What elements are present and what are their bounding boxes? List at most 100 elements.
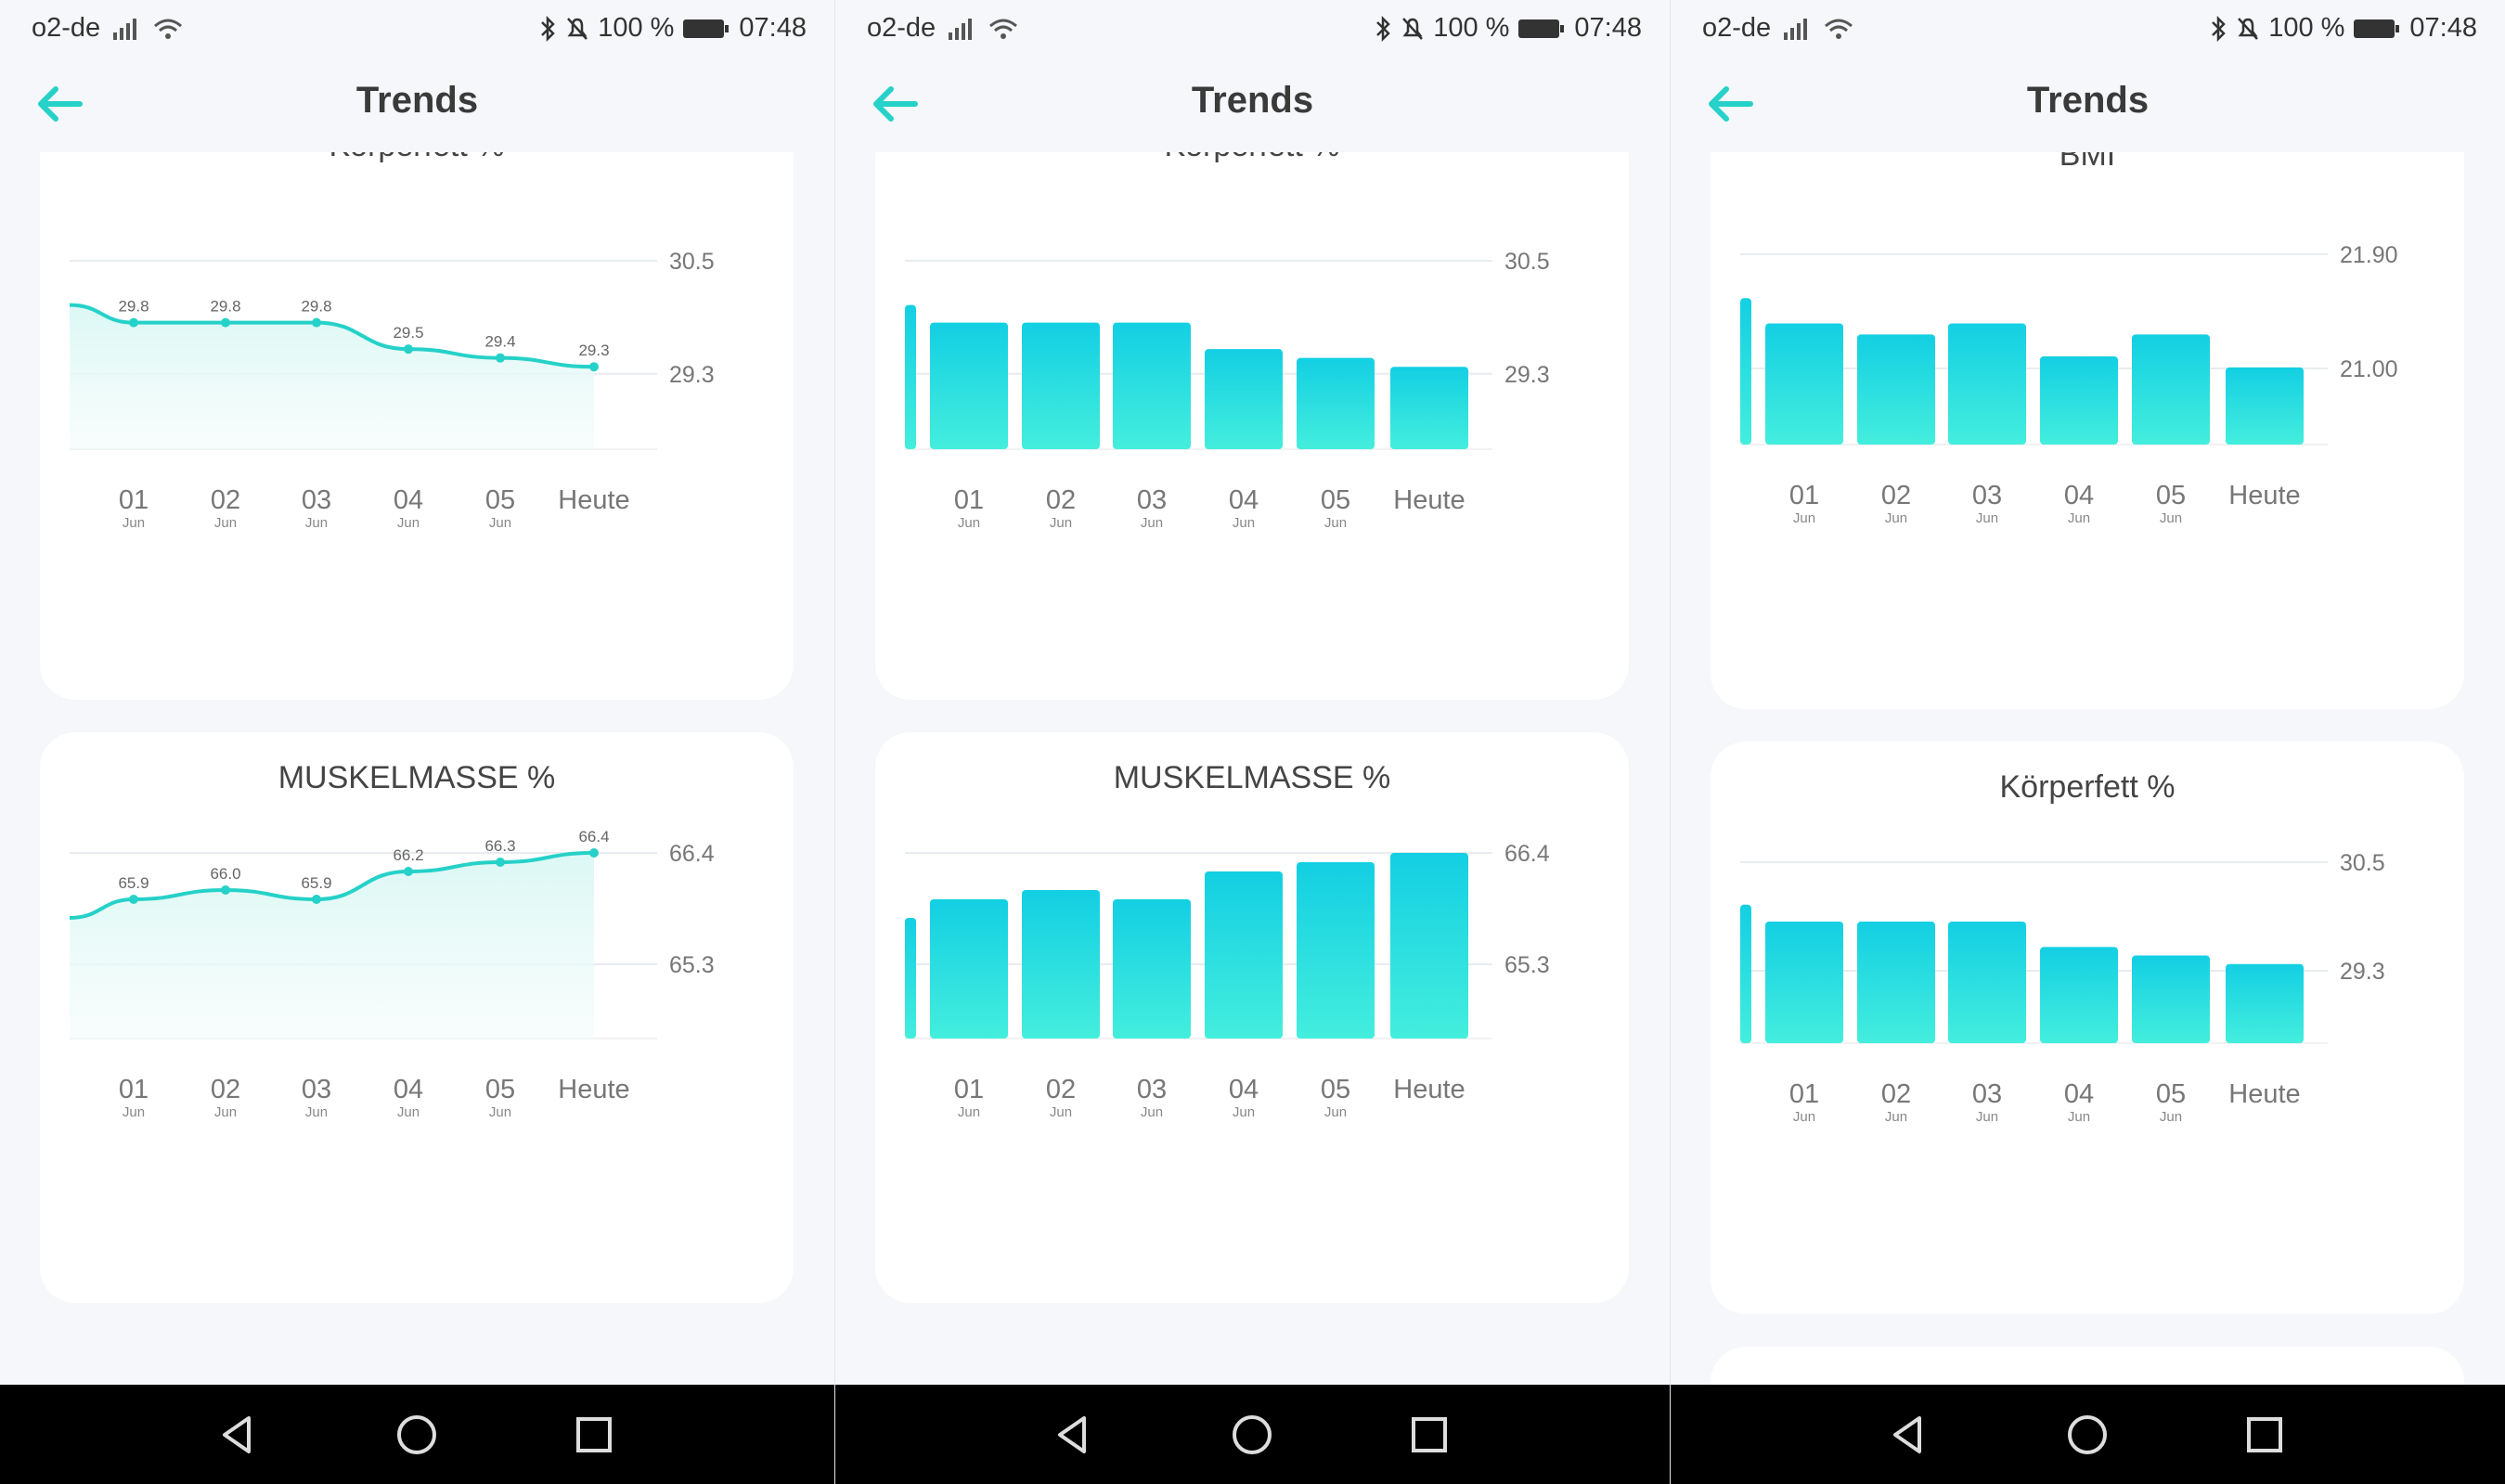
clock: 07:48 [2409,13,2477,43]
x-tick-sublabel: Jun [958,1104,980,1120]
trend-card[interactable] [1711,1347,2464,1385]
bar [1948,323,2026,445]
trends-list[interactable]: Körperfett % 30.529.301Jun02Jun03Jun04Ju… [835,152,1670,1385]
y-tick-label: 65.3 [669,952,715,978]
status-bar: o2-de 100 % 07:48 [835,0,1670,56]
bar [1113,322,1191,449]
triangle-back-icon[interactable] [1884,1411,1932,1459]
card-title: Körperfett % [1999,769,2176,805]
x-tick-sublabel: Jun [1233,1104,1255,1120]
x-tick-sublabel: Jun [397,515,420,531]
bar [1297,357,1375,449]
trends-list[interactable]: Körperfett % 30.529.301Jun02Jun03Jun04Ju… [0,152,834,1385]
data-label: 65.9 [301,874,331,892]
x-tick-label: Heute [558,485,629,515]
trend-card[interactable]: MUSKELMASSE % 66.4 65.3 01 Jun 02 Jun 03 Jun 04 J… [40,732,794,1303]
x-tick-sublabel: Jun [2068,510,2090,526]
bar-partial [1740,904,1751,1043]
muscle-line-chart: 66.465.301Jun02Jun03Jun04Jun05JunHeute65… [69,828,715,1120]
x-tick-sublabel: Jun [123,1104,145,1120]
square-recents-icon[interactable] [1405,1411,1453,1459]
signal-icon [1784,18,1808,40]
arrow-left-icon[interactable] [869,76,924,132]
phone-screen-left: o2-de 100 % 07:48 Trends Körperfett % 30… [0,0,834,1484]
bell-muted-icon [1402,17,1424,40]
x-tick-label: 02 [1881,481,1911,510]
data-label: 66.4 [578,828,609,845]
triangle-back-icon[interactable] [1049,1411,1097,1459]
app-header: Trends [835,56,1670,152]
bar [1113,899,1191,1039]
data-label: 65.9 [118,874,148,892]
trends-list[interactable]: BMI 21.90 21.00 01 Jun 02 Jun 03 Jun 04 Jun 05 Jun H… [1671,152,2505,1385]
arrow-left-icon[interactable] [1704,76,1760,132]
y-tick-label: 29.3 [2340,959,2385,985]
x-tick-label: 04 [1229,1075,1259,1104]
card-title: Körperfett % [875,152,1629,164]
x-tick-label: 05 [1321,1075,1350,1104]
arrow-left-icon[interactable] [33,76,89,132]
x-tick-label: 02 [1881,1079,1911,1109]
x-tick-label: 01 [1789,1079,1819,1109]
data-point [129,317,138,328]
status-bar: o2-de 100 % 07:48 [0,0,834,56]
x-tick-label: 05 [485,1075,515,1104]
bar [2132,334,2210,445]
bar [1948,921,2026,1043]
wifi-icon [154,19,183,39]
x-tick-sublabel: Jun [1233,515,1255,531]
data-point [589,362,599,372]
bar [2226,963,2304,1043]
bar [1765,323,1843,445]
trend-card[interactable]: Körperfett % 30.529.301Jun02Jun03Jun04Ju… [875,152,1629,700]
x-tick-sublabel: Jun [489,1104,511,1120]
battery-percent: 100 % [1433,13,1510,43]
clock: 07:48 [1574,13,1642,43]
x-tick-label: Heute [1393,1075,1465,1104]
area-fill [70,853,594,1039]
trend-card[interactable]: MUSKELMASSE % 66.4 65.3 01 Jun 02 Jun 03 Jun 04 J… [875,732,1629,1303]
system-nav-bar [835,1385,1670,1484]
y-tick-label: 29.3 [1504,362,1550,388]
x-tick-label: 02 [1046,1075,1076,1104]
card-title: Körperfett % [40,152,794,164]
data-point [221,317,230,328]
y-tick-label: 30.5 [669,249,715,275]
data-label: 66.3 [484,837,515,855]
y-tick-label: 21.90 [2340,242,2398,268]
square-recents-icon[interactable] [570,1411,618,1459]
battery-percent: 100 % [598,13,675,43]
x-tick-sublabel: Jun [2160,510,2182,526]
circle-home-icon[interactable] [393,1411,441,1459]
signal-icon [113,18,137,40]
x-tick-label: Heute [558,1075,629,1104]
x-tick-sublabel: Jun [1976,1109,1998,1125]
x-tick-label: 02 [1046,485,1076,515]
circle-home-icon[interactable] [2063,1411,2111,1459]
bar [1390,367,1468,449]
x-tick-label: 05 [2156,481,2186,510]
data-point [221,885,230,895]
square-recents-icon[interactable] [2240,1411,2289,1459]
bar [1390,853,1468,1039]
system-nav-bar [0,1385,834,1484]
bar [1022,322,1100,449]
x-tick-sublabel: Jun [958,515,980,531]
trend-card[interactable]: Körperfett % 30.529.301Jun02Jun03Jun04Ju… [40,152,794,700]
data-label: 29.8 [301,298,331,316]
triangle-back-icon[interactable] [213,1411,262,1459]
data-label: 66.0 [210,865,240,883]
x-tick-label: 01 [954,485,984,515]
circle-home-icon[interactable] [1228,1411,1276,1459]
data-point [496,353,505,363]
area-fill [70,304,594,449]
x-tick-label: 01 [1789,481,1819,510]
bodyfat-line-chart: 30.529.301Jun02Jun03Jun04Jun05JunHeute29… [69,249,715,531]
trend-card[interactable]: BMI 21.90 21.00 01 Jun 02 Jun 03 Jun 04 Jun 05 Jun H… [1711,152,2464,709]
x-tick-label: 04 [394,1075,423,1104]
